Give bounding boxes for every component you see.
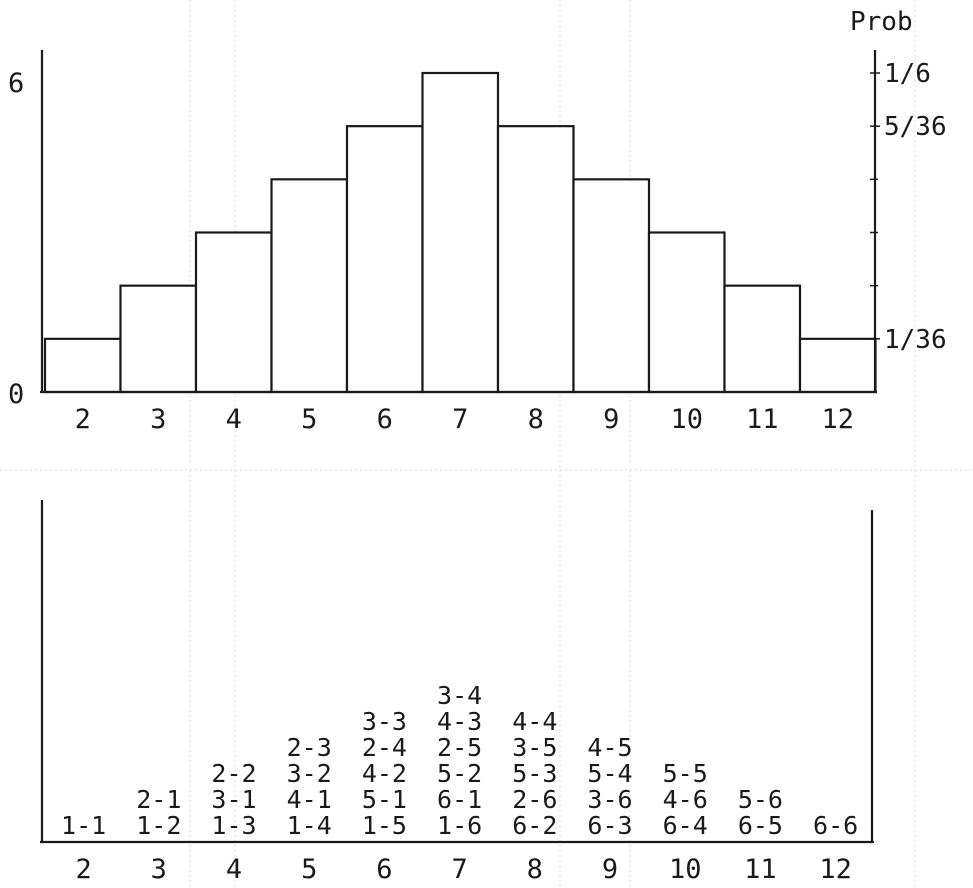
bar-5 [270, 178, 349, 394]
outcome-6-2: 4-2 [362, 759, 407, 788]
table-x-tick-11: 11 [744, 854, 777, 885]
outcome-6-1: 5-1 [362, 785, 407, 814]
table-x-tick-labels: 2 3 4 5 6 7 8 9 10 11 12 [75, 854, 851, 885]
hist-x-tick-2: 2 [75, 404, 91, 435]
hist-x-tick-12: 12 [821, 404, 854, 435]
outcome-9-2: 5-4 [587, 759, 632, 788]
outcome-8-0: 6-2 [512, 811, 557, 840]
hist-x-tick-7: 7 [452, 404, 468, 435]
outcome-7-4: 4-3 [437, 707, 482, 736]
outcome-10-1: 4-6 [663, 785, 708, 814]
outcome-9-3: 4-5 [587, 733, 632, 762]
outcome-8-1: 2-6 [512, 785, 557, 814]
histogram-bars [43, 71, 877, 394]
outcome-7-3: 2-5 [437, 733, 482, 762]
outcome-3-1: 2-1 [136, 785, 181, 814]
outcome-cells: 1-1 1-22-11-33-12-21-44-13-22-31-55-14-22… [61, 681, 858, 840]
table-x-tick-5: 5 [301, 854, 317, 885]
outcome-11-1: 5-6 [738, 785, 783, 814]
bar-3 [119, 284, 198, 394]
bar-2 [43, 337, 122, 394]
table-x-tick-9: 9 [602, 854, 618, 885]
outcome-10-0: 6-4 [663, 811, 708, 840]
outcome-6-4: 3-3 [362, 707, 407, 736]
outcome-8-2: 5-3 [512, 759, 557, 788]
right-tick-label-5: 5/36 [884, 112, 947, 142]
outcome-6-0: 1-5 [362, 811, 407, 840]
outcome-9-0: 6-3 [587, 811, 632, 840]
outcome-7-1: 6-1 [437, 785, 482, 814]
outcome-12-0: 6-6 [813, 811, 858, 840]
hist-x-tick-8: 8 [528, 404, 544, 435]
hist-x-tick-4: 4 [226, 404, 242, 435]
table-x-tick-12: 12 [819, 854, 852, 885]
outcome-10-2: 5-5 [663, 759, 708, 788]
hist-x-tick-9: 9 [603, 404, 619, 435]
bar-10 [647, 231, 726, 394]
left-tick-label-0: 0 [8, 379, 24, 410]
table-x-tick-7: 7 [451, 854, 467, 885]
right-tick-label-1: 1/36 [884, 325, 947, 355]
bar-9 [572, 178, 651, 394]
hist-x-tick-6: 6 [377, 404, 393, 435]
outcome-3-0: 1-2 [136, 811, 181, 840]
bar-7 [421, 71, 500, 394]
left-tick-label-6: 6 [8, 68, 24, 99]
bar-8 [496, 125, 575, 394]
hist-x-tick-10: 10 [670, 404, 703, 435]
outcome-7-5: 3-4 [437, 681, 482, 710]
histogram-x-tick-labels: 2 3 4 5 6 7 8 9 10 11 12 [75, 404, 854, 435]
outcome-5-3: 2-3 [287, 733, 332, 762]
outcome-4-0: 1-3 [211, 811, 256, 840]
right-axis-title: Prob [850, 7, 913, 37]
table-x-tick-3: 3 [151, 854, 167, 885]
outcome-table: 1-1 1-22-11-33-12-21-44-13-22-31-55-14-22… [40, 500, 874, 885]
bar-11 [723, 284, 802, 394]
table-x-tick-10: 10 [669, 854, 702, 885]
hist-x-tick-11: 11 [746, 404, 779, 435]
bar-6 [345, 125, 424, 394]
outcome-2-0: 1-1 [61, 811, 106, 840]
table-x-tick-4: 4 [226, 854, 242, 885]
hist-x-tick-5: 5 [301, 404, 317, 435]
table-x-tick-6: 6 [376, 854, 392, 885]
right-tick-label-6: 1/6 [884, 59, 931, 89]
table-x-tick-2: 2 [75, 854, 91, 885]
outcome-7-2: 5-2 [437, 759, 482, 788]
hist-x-tick-3: 3 [150, 404, 166, 435]
outcome-9-1: 3-6 [587, 785, 632, 814]
outcome-5-0: 1-4 [287, 811, 332, 840]
bar-12 [798, 337, 877, 394]
outcome-5-2: 3-2 [287, 759, 332, 788]
outcome-4-2: 2-2 [211, 759, 256, 788]
outcome-7-0: 1-6 [437, 811, 482, 840]
histogram: 2 3 4 5 6 7 8 9 10 11 12 1/6 5/36 1/36 6 0 Prob [8, 7, 947, 435]
outcome-8-4: 4-4 [512, 707, 557, 736]
outcome-5-1: 4-1 [287, 785, 332, 814]
outcome-6-3: 2-4 [362, 733, 407, 762]
outcome-8-3: 3-5 [512, 733, 557, 762]
bar-4 [194, 231, 273, 394]
table-x-tick-8: 8 [527, 854, 543, 885]
histogram-right-ticks: 1/6 5/36 1/36 [870, 59, 947, 355]
outcome-4-1: 3-1 [211, 785, 256, 814]
outcome-11-0: 6-5 [738, 811, 783, 840]
